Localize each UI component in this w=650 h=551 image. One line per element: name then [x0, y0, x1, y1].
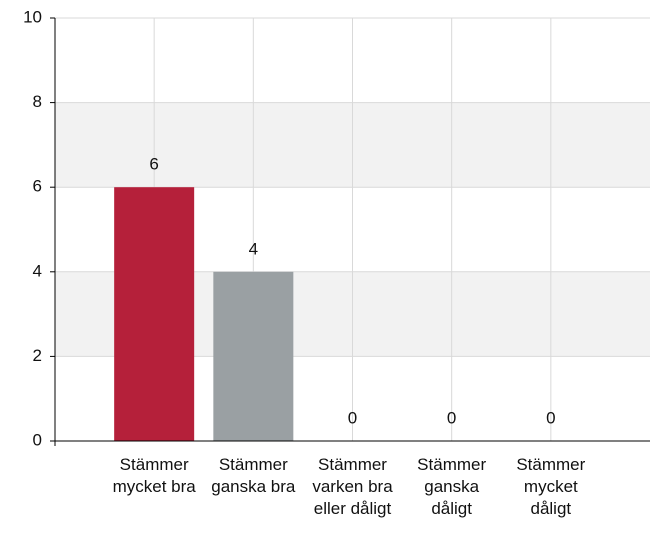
y-tick-label: 10 — [23, 7, 42, 26]
x-tick-label: Stämmer ganska bra — [211, 455, 296, 496]
x-tick-label: Stämmer ganska dåligt — [417, 455, 486, 518]
y-tick-label: 0 — [33, 430, 42, 449]
y-tick-label: 4 — [33, 261, 42, 280]
x-tick-label: Stämmer mycket dåligt — [516, 455, 585, 518]
value-label: 0 — [546, 408, 555, 427]
value-label: 0 — [447, 408, 456, 427]
x-tick-label: Stämmer mycket bra — [113, 455, 197, 496]
value-label: 0 — [348, 408, 357, 427]
bar — [213, 271, 294, 441]
bar — [114, 187, 195, 441]
y-tick-label: 8 — [33, 92, 42, 111]
y-tick-label: 2 — [33, 346, 42, 365]
value-label: 4 — [249, 239, 258, 258]
x-tick-label: Stämmer varken bra eller dåligt — [312, 455, 393, 518]
value-label: 6 — [149, 155, 158, 174]
y-tick-label: 6 — [33, 177, 42, 196]
